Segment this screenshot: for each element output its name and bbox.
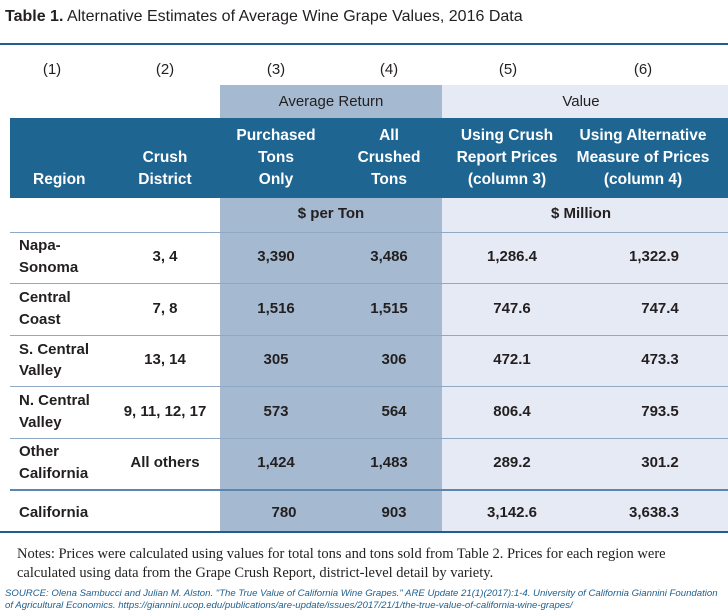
row-napa-sonoma-crush-report: 1,286.4 <box>486 248 538 265</box>
row-s-central-valley-alternative: 473.3 <box>641 351 679 368</box>
row-s-central-valley-purchased: 305 <box>263 351 289 368</box>
group-header-value: Value <box>562 93 600 110</box>
row-n-central-valley-district: 9, 11, 12, 17 <box>123 403 207 420</box>
column-header-crush-report-line2: Report Prices <box>456 149 558 166</box>
column-number-1: (1) <box>42 61 62 78</box>
row-central-coast-district: 7, 8 <box>152 300 178 317</box>
column-header-alternative-line2: Measure of Prices <box>576 149 710 166</box>
column-header-crush-district-line2: District <box>138 171 192 188</box>
table-notes: Notes: Prices were calculated using valu… <box>17 546 666 581</box>
row-separator <box>10 438 728 439</box>
row-s-central-valley-region-line1: S. Central <box>19 341 90 358</box>
column-number-4: (4) <box>379 61 399 78</box>
total-row-purchased: 780 <box>271 504 297 521</box>
total-row-all-crushed: 903 <box>381 504 407 521</box>
total-separator <box>10 489 728 491</box>
row-s-central-valley-crush-report: 472.1 <box>493 351 531 368</box>
row-central-coast-all-crushed: 1,515 <box>370 300 408 317</box>
column-header-all-crushed-line1: All <box>379 127 399 144</box>
row-n-central-valley-purchased: 573 <box>263 403 289 420</box>
column-header-purchased-line1: Purchased <box>236 127 316 144</box>
row-n-central-valley-all-crushed: 564 <box>381 403 407 420</box>
table-title-text: Alternative Estimates of Average Wine Gr… <box>66 8 523 25</box>
row-separator <box>10 386 728 387</box>
total-row-crush-report: 3,142.6 <box>486 504 538 521</box>
units-per-ton: $ per Ton <box>297 205 365 222</box>
row-central-coast-purchased: 1,516 <box>257 300 295 317</box>
row-other-california-purchased: 1,424 <box>257 454 295 471</box>
column-header-alternative-line1: Using Alternative <box>579 127 707 144</box>
row-napa-sonoma-region-line2: Sonoma <box>19 259 79 276</box>
column-header-crush-report-line3: (column 3) <box>467 171 547 188</box>
column-header-crush-report-line1: Using Crush <box>460 127 554 144</box>
group-header-average-return: Average Return <box>278 93 384 110</box>
row-separator <box>10 335 728 336</box>
row-central-coast-region-line2: Coast <box>19 311 61 328</box>
row-s-central-valley-district: 13, 14 <box>144 351 186 368</box>
row-s-central-valley-all-crushed: 306 <box>381 351 407 368</box>
row-n-central-valley-region-line2: Valley <box>19 414 62 431</box>
row-napa-sonoma-district: 3, 4 <box>152 248 178 265</box>
column-header-band <box>10 118 728 198</box>
row-separator <box>10 283 728 284</box>
column-header-purchased-line3: Only <box>258 171 294 188</box>
column-header-crush-district-line1: Crush <box>142 149 188 166</box>
row-napa-sonoma-region-line1: Napa- <box>19 237 61 254</box>
top-rule <box>0 43 728 45</box>
total-row-region: California <box>19 504 89 521</box>
column-header-all-crushed-line2: Crushed <box>357 149 421 166</box>
column-header-all-crushed-line3: Tons <box>371 171 407 188</box>
source-citation: SOURCE: Olena Sambucci and Julian M. Als… <box>5 588 718 611</box>
column-header-purchased-line2: Tons <box>258 149 294 166</box>
row-other-california-region-line1: Other <box>19 443 60 460</box>
row-other-california-alternative: 301.2 <box>641 454 679 471</box>
row-other-california-all-crushed: 1,483 <box>370 454 408 471</box>
row-n-central-valley-crush-report: 806.4 <box>493 403 531 420</box>
column-header-alternative-line3: (column 4) <box>603 171 683 188</box>
column-header-region: Region <box>33 171 86 188</box>
column-number-3: (3) <box>266 61 286 78</box>
table-title: Table 1. Alternative Estimates of Averag… <box>5 8 523 26</box>
row-central-coast-alternative: 747.4 <box>641 300 679 317</box>
row-napa-sonoma-all-crushed: 3,486 <box>370 248 408 265</box>
row-central-coast-crush-report: 747.6 <box>493 300 531 317</box>
row-s-central-valley-region-line2: Valley <box>19 362 62 379</box>
row-napa-sonoma-purchased: 3,390 <box>257 248 295 265</box>
row-n-central-valley-alternative: 793.5 <box>641 403 679 420</box>
table-label: Table 1. <box>5 8 64 25</box>
row-n-central-valley-region-line1: N. Central <box>19 392 90 409</box>
row-other-california-crush-report: 289.2 <box>493 454 531 471</box>
row-napa-sonoma-alternative: 1,322.9 <box>628 248 680 265</box>
column-number-5: (5) <box>498 61 518 78</box>
column-number-6: (6) <box>633 61 653 78</box>
units-million: $ Million <box>551 205 611 222</box>
units-separator <box>10 232 728 233</box>
column-number-2: (2) <box>155 61 175 78</box>
row-other-california-region-line2: California <box>19 465 89 482</box>
bottom-rule <box>0 531 728 533</box>
row-other-california-district: All others <box>130 454 200 471</box>
row-central-coast-region-line1: Central <box>19 289 71 306</box>
total-row-alternative: 3,638.3 <box>628 504 680 521</box>
